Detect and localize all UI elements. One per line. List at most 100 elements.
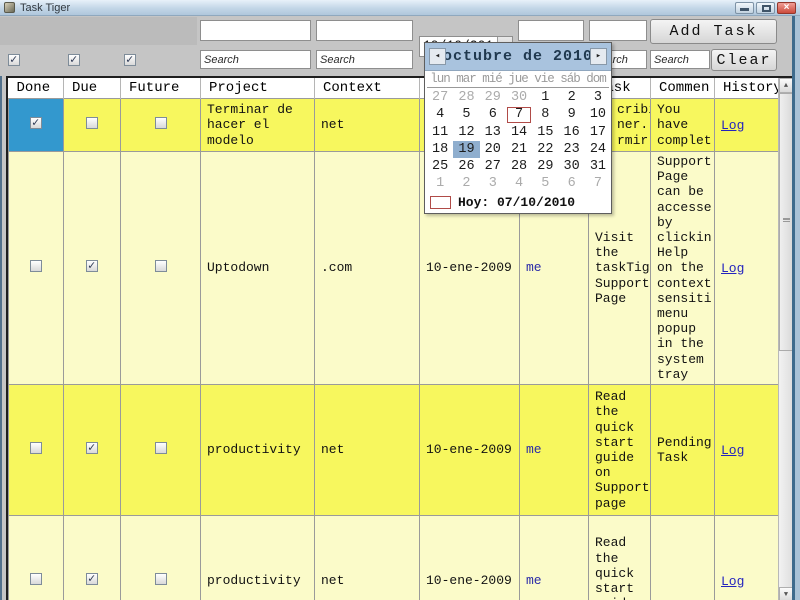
column-header-done[interactable]: Done bbox=[8, 78, 64, 99]
calendar-next-icon[interactable]: ▸ bbox=[590, 48, 607, 65]
calendar-month-title: octubre de 2010 bbox=[442, 48, 594, 65]
calendar-day[interactable]: 5 bbox=[462, 107, 471, 123]
due-checkbox[interactable] bbox=[86, 571, 98, 586]
column-header-context[interactable]: Context bbox=[314, 78, 420, 99]
column-header-history[interactable]: History bbox=[714, 78, 779, 99]
calendar-day[interactable]: 25 bbox=[432, 159, 449, 175]
calendar-day[interactable]: 2 bbox=[462, 176, 471, 192]
calendar-day[interactable]: 10 bbox=[589, 107, 607, 123]
scrollbar-thumb[interactable] bbox=[779, 93, 792, 351]
calendar-day[interactable]: 3 bbox=[593, 90, 602, 105]
calendar-day[interactable]: 28 bbox=[458, 90, 475, 105]
calendar-day[interactable]: 14 bbox=[510, 124, 528, 140]
due-checkbox[interactable] bbox=[86, 440, 98, 455]
calendar-daynames: lun mar mié jue vie sáb dom bbox=[427, 72, 609, 88]
owner-link[interactable]: me bbox=[526, 442, 542, 458]
due-checkbox[interactable] bbox=[86, 258, 98, 273]
calendar-day[interactable]: 1 bbox=[436, 176, 445, 192]
calendar-day[interactable]: 29 bbox=[484, 90, 501, 105]
calendar-day[interactable]: 4 bbox=[514, 176, 524, 192]
calendar-day[interactable]: 9 bbox=[567, 107, 576, 123]
minimize-button[interactable] bbox=[735, 2, 754, 14]
calendar-day[interactable]: 3 bbox=[488, 176, 497, 192]
vertical-scrollbar[interactable]: ▲ ▼ bbox=[778, 78, 792, 600]
cell-due bbox=[63, 515, 121, 600]
search-project-input[interactable] bbox=[200, 50, 311, 69]
calendar-day[interactable]: 17 bbox=[589, 124, 607, 140]
calendar-day[interactable]: 22 bbox=[537, 141, 554, 157]
calendar-day[interactable]: 7 bbox=[593, 176, 602, 192]
calendar-day[interactable]: 1 bbox=[541, 90, 550, 105]
done-checkbox[interactable] bbox=[30, 573, 42, 586]
new-project-input[interactable] bbox=[200, 20, 311, 41]
calendar-day[interactable]: 27 bbox=[484, 159, 501, 175]
cell-project: Terminar de hacer el modelo bbox=[200, 98, 315, 152]
cell-done bbox=[8, 98, 64, 152]
calendar-day[interactable]: 18 bbox=[432, 141, 449, 157]
calendar-day[interactable]: 7 bbox=[506, 106, 532, 123]
calendar-day[interactable]: 12 bbox=[458, 124, 475, 140]
calendar-day[interactable]: 15 bbox=[537, 124, 554, 140]
due-checkbox[interactable] bbox=[86, 117, 98, 129]
column-header-project[interactable]: Project bbox=[200, 78, 315, 99]
done-checkbox[interactable] bbox=[30, 260, 42, 273]
calendar-day[interactable]: 21 bbox=[510, 141, 528, 157]
calendar-day[interactable]: 26 bbox=[458, 159, 475, 175]
calendar-day[interactable]: 29 bbox=[537, 159, 554, 175]
future-checkbox[interactable] bbox=[154, 117, 167, 129]
calendar-header: ◂ octubre de 2010 ▸ bbox=[425, 43, 611, 71]
cell-comment: Pending Task bbox=[650, 384, 715, 517]
calendar-day[interactable]: 2 bbox=[567, 90, 576, 105]
scroll-down-icon[interactable]: ▼ bbox=[779, 587, 792, 600]
filter-checkbox-done[interactable] bbox=[8, 52, 20, 67]
calendar-day[interactable]: 6 bbox=[488, 107, 497, 123]
future-checkbox[interactable] bbox=[154, 260, 167, 273]
future-checkbox[interactable] bbox=[154, 442, 167, 455]
clear-button[interactable]: Clear bbox=[711, 49, 777, 71]
titlebar[interactable]: Task Tiger × bbox=[0, 0, 800, 16]
calendar-day[interactable]: 20 bbox=[484, 141, 501, 157]
calendar-today-label[interactable]: Hoy: 07/10/2010 bbox=[458, 194, 576, 210]
new-task-input[interactable] bbox=[518, 20, 584, 41]
log-link[interactable]: Log bbox=[721, 573, 745, 589]
calendar-day[interactable]: 19 bbox=[453, 140, 480, 159]
calendar-day[interactable]: 16 bbox=[563, 124, 580, 140]
calendar-day[interactable]: 23 bbox=[563, 141, 580, 157]
calendar-day[interactable]: 13 bbox=[484, 124, 501, 140]
done-checkbox[interactable] bbox=[30, 115, 42, 130]
future-checkbox[interactable] bbox=[154, 573, 167, 586]
owner-link[interactable]: me bbox=[526, 573, 542, 589]
close-button[interactable]: × bbox=[777, 2, 796, 14]
add-task-button[interactable]: Add Task bbox=[650, 19, 777, 44]
search-comment-input[interactable] bbox=[650, 50, 710, 69]
log-link[interactable]: Log bbox=[721, 442, 745, 458]
calendar-day[interactable]: 6 bbox=[567, 176, 576, 192]
maximize-button[interactable] bbox=[756, 2, 775, 14]
done-checkbox[interactable] bbox=[30, 442, 42, 455]
column-header-due[interactable]: Due bbox=[63, 78, 121, 99]
new-comment-input[interactable] bbox=[589, 20, 647, 41]
column-header-comment[interactable]: Commen bbox=[650, 78, 715, 99]
scroll-up-icon[interactable]: ▲ bbox=[779, 78, 792, 93]
calendar-day[interactable]: 30 bbox=[563, 159, 580, 175]
calendar-day[interactable]: 28 bbox=[510, 159, 528, 175]
new-context-input[interactable] bbox=[316, 20, 413, 41]
calendar-day[interactable]: 27 bbox=[432, 90, 449, 105]
calendar-day[interactable]: 24 bbox=[589, 141, 607, 157]
calendar-prev-icon[interactable]: ◂ bbox=[429, 48, 446, 65]
owner-link[interactable]: me bbox=[526, 260, 542, 276]
calendar-day[interactable]: 11 bbox=[432, 124, 449, 140]
column-header-future[interactable]: Future bbox=[120, 78, 201, 99]
log-link[interactable]: Log bbox=[721, 260, 745, 276]
calendar-day[interactable]: 30 bbox=[510, 90, 528, 105]
task-table-container: Done Due Future Project Context Task Commen His… bbox=[6, 76, 792, 600]
calendar-day[interactable]: 4 bbox=[436, 107, 445, 123]
cell-history: Log bbox=[714, 515, 779, 600]
search-context-input[interactable] bbox=[316, 50, 413, 69]
calendar-day[interactable]: 31 bbox=[589, 159, 607, 175]
log-link[interactable]: Log bbox=[721, 117, 745, 133]
filter-checkbox-due[interactable] bbox=[68, 52, 80, 67]
filter-checkbox-future[interactable] bbox=[124, 52, 136, 67]
calendar-day[interactable]: 5 bbox=[541, 176, 550, 192]
calendar-day[interactable]: 8 bbox=[541, 107, 550, 123]
